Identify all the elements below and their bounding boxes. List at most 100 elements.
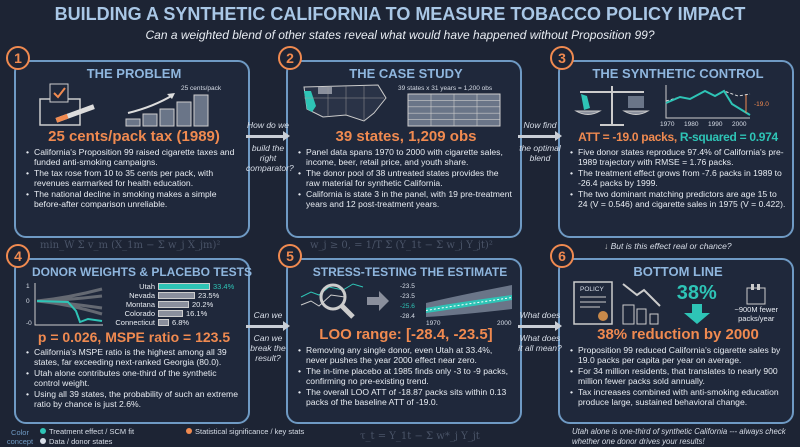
- page-title: BUILDING A SYNTHETIC CALIFORNIA TO MEASU…: [54, 4, 746, 24]
- donor-weight: 20.2%: [192, 299, 214, 309]
- donor-weight: 23.5%: [198, 290, 220, 300]
- bullet-list: Removing any single donor, even Utah at …: [296, 345, 516, 408]
- panel-graphics: 39 states x 31 years = 1,200 obs: [296, 83, 516, 127]
- bar-chart-label: 25 cents/pack: [181, 85, 222, 92]
- percent-drop-graphic: 38%: [673, 282, 721, 324]
- donor-bar: [158, 282, 210, 290]
- connector-2-3: Now find the optimal blend: [518, 120, 562, 163]
- teal-dot-icon: [40, 428, 46, 434]
- arrow-right-icon: [246, 321, 290, 331]
- placebo-spaghetti-chart: 1 0 -0: [26, 283, 103, 327]
- bullet-list: California's MSPE ratio is the highest a…: [24, 347, 244, 410]
- step-number: 2: [278, 46, 302, 70]
- big-percent: 38%: [676, 282, 717, 304]
- panel-donor-weights: 4 DONOR WEIGHTS & PLACEBO TESTS 1 0 -0 Uta…: [6, 244, 253, 424]
- bullet: Panel data spans 1970 to 2000 with cigar…: [296, 147, 514, 167]
- panel-title: THE PROBLEM: [86, 66, 182, 81]
- panel-title: THE CASE STUDY: [349, 66, 463, 81]
- fewer-packs-label: ~900M fewer packs/year: [734, 305, 779, 323]
- key-stat: 38% reduction by 2000: [597, 326, 759, 343]
- connector-3-6: ↓ But is this effect real or chance?: [604, 240, 732, 252]
- y-tick: 0: [26, 298, 30, 305]
- bullet: Using all 39 states, the probability of …: [24, 389, 242, 409]
- bullet: Tax increases combined with anti-smoking…: [568, 387, 786, 407]
- connector-4-5: Can we Can we break the result?: [246, 310, 290, 363]
- y-tick: 1: [26, 283, 30, 290]
- connector-text: How do we: [246, 120, 290, 130]
- down-arrow-icon: ↓: [604, 241, 611, 251]
- us-map-icon: [303, 84, 387, 122]
- panel-data-table: 39 states x 31 years = 1,200 obs: [398, 85, 501, 127]
- connector-text: What does it all mean?: [518, 333, 562, 353]
- y-tick: -25.6: [400, 303, 415, 310]
- panel-bottom-line: 6 BOTTOM LINE POLICY 38% ~900M fewer pac…: [550, 244, 794, 424]
- bullet: California's Proposition 99 raised cigar…: [24, 147, 242, 167]
- connector-text: But is this effect real or chance?: [610, 241, 732, 251]
- legend-item: Treatment effect / SCM fit: [40, 427, 134, 436]
- down-arrow-icon: [683, 304, 710, 324]
- cigarette-pack-icon: [746, 284, 766, 305]
- bullet: Removing any single donor, even Utah at …: [296, 345, 514, 365]
- gap-label: -19.0: [754, 101, 769, 108]
- table-caption: 39 states x 31 years = 1,200 obs: [398, 85, 493, 92]
- x-tick: 2000: [732, 121, 747, 127]
- bullet-list: California's Proposition 99 raised cigar…: [24, 147, 244, 210]
- bullet: The overall LOO ATT of -18.87 packs sits…: [296, 387, 514, 407]
- connector-text: Can we: [253, 310, 283, 320]
- att-stat: ATT = -19.0 packs,: [578, 130, 677, 144]
- bullet: Proposition 99 reduced California's ciga…: [568, 345, 786, 365]
- arrow-right-icon: [518, 321, 562, 331]
- key-stat: p = 0.026, MSPE ratio = 123.5: [37, 329, 231, 345]
- panel-title: THE SYNTHETIC CONTROL: [592, 66, 764, 81]
- bullet: The tax rose from 10 to 35 cents per pac…: [24, 168, 242, 188]
- connector-text: build the right comparator?: [246, 143, 294, 173]
- legend-item: Data / donor states: [40, 437, 112, 446]
- donor-bar: [158, 318, 169, 326]
- legend-text: Treatment effect / SCM fit: [49, 427, 135, 436]
- donor-bar: [158, 300, 189, 308]
- x-tick: 1990: [708, 121, 723, 127]
- donor-weight: 33.4%: [213, 281, 235, 291]
- y-tick: -28.4: [400, 313, 415, 320]
- footer-note: Utah alone is one-third of synthetic Cal…: [572, 427, 786, 446]
- panel-problem: 1 THE PROBLEM 25 cents/pack 25 cents/pac…: [6, 46, 250, 238]
- formula-2: w_j ≥ 0, = 1/T Σ (Y_1t − Σ w_j Y_jt)²: [310, 240, 493, 251]
- panel-case-study: 2 THE CASE STUDY 39 states x 31 years = …: [278, 46, 522, 238]
- bullet: The in-time placebo at 1985 finds only -…: [296, 366, 514, 386]
- formula-1: min_W Σ v_m (X_1m − Σ w_j X_jm)²: [40, 240, 221, 251]
- formula-3: τ_t = Y_1t − Σ w*_j Y_jt: [360, 431, 480, 442]
- loo-band-chart: -23.5 -23.5 -25.6 -28.4 1970 2000: [400, 283, 512, 325]
- bullet-list: Proposition 99 reduced California's ciga…: [568, 345, 788, 408]
- key-stat: LOO range: [-28.4, -23.5]: [319, 326, 493, 343]
- bullet: The national decline in smoking makes a …: [24, 189, 242, 209]
- y-tick: -0: [26, 320, 32, 327]
- page-subtitle: Can a weighted blend of other states rev…: [145, 28, 655, 42]
- y-tick: -23.5: [400, 293, 415, 300]
- step-number: 1: [6, 46, 30, 70]
- bullet: For 34 million residents, that translate…: [568, 366, 786, 386]
- donor-name: Utah: [139, 281, 155, 291]
- connector-5-6: What does What does it all mean?: [518, 310, 562, 353]
- donor-bar: [158, 291, 195, 299]
- arrow-right-icon: [246, 131, 290, 141]
- ballot-box-icon: [39, 83, 95, 126]
- connector-text: Can we break the result?: [250, 333, 286, 363]
- bullet: The treatment effect grows from -7.6 pac…: [568, 168, 786, 188]
- donor-weight: 6.8%: [172, 317, 190, 327]
- bullet: Five donor states reproduce 97.4% of Cal…: [568, 147, 786, 167]
- bullet: The two dominant matching predictors are…: [568, 189, 786, 209]
- connector-text: What does: [519, 310, 561, 320]
- bullet: California is state 3 in the panel, with…: [296, 189, 514, 209]
- step-number: 3: [550, 46, 574, 70]
- panel-title: DONOR WEIGHTS & PLACEBO TESTS: [32, 265, 253, 279]
- donor-bar-row: Connecticut 6.8%: [108, 318, 242, 327]
- panel-title: STRESS-TESTING THE ESTIMATE: [312, 265, 508, 279]
- legend-label: Color concept: [6, 428, 34, 446]
- legend-text: Statistical significance / key stats: [195, 427, 305, 436]
- color-legend: Color concept Treatment effect / SCM fit…: [6, 427, 346, 447]
- arrow-right-icon: [518, 131, 562, 141]
- donor-name: Colorado: [124, 308, 155, 318]
- donor-weight: 16.1%: [186, 308, 208, 318]
- step-number: 6: [550, 244, 574, 268]
- key-stat: 39 states, 1,209 obs: [335, 128, 477, 145]
